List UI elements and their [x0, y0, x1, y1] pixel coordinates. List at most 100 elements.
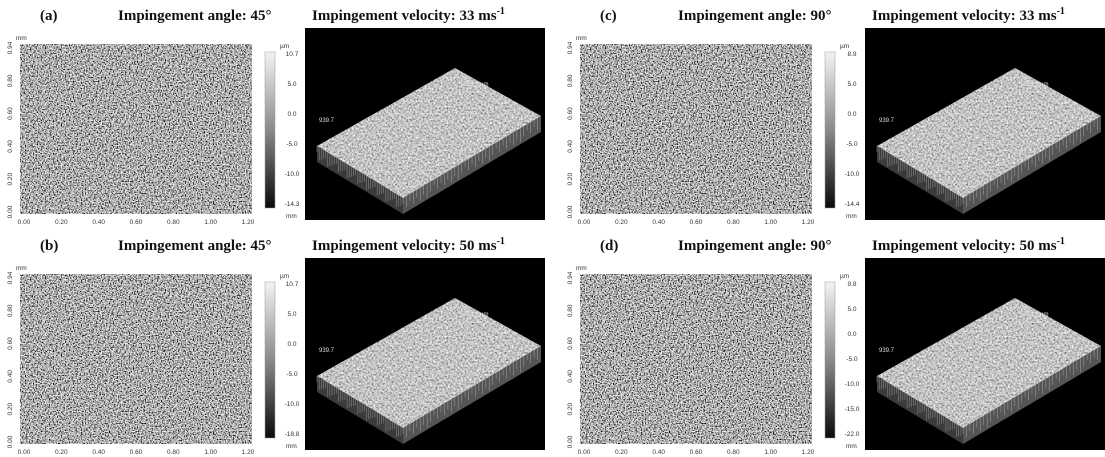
length-label: 1252.9 µm [1020, 312, 1048, 318]
colorbar-unit: µm [840, 273, 849, 280]
colorbar-tick-label: -10.0 [845, 381, 860, 388]
x-tick-label: 1.20 [802, 449, 815, 456]
surface-map [20, 274, 252, 444]
x-tick-label: 0.20 [55, 449, 68, 456]
panel-label: (c) [600, 8, 617, 24]
x-tick-label: 0.80 [167, 219, 180, 226]
width-label: 939.7 [879, 118, 895, 124]
x-tick-label: 0.40 [652, 219, 665, 226]
y-unit: mm [576, 265, 587, 272]
colorbar-tick-label: 5.0 [847, 81, 856, 88]
length-label: 1252.9 µm [1020, 82, 1048, 88]
x-unit: mm [846, 443, 857, 450]
figure: (a) Impingement angle: 45° Impingement vel… [0, 0, 1105, 457]
colorbar-tick-label: -5.0 [846, 356, 858, 363]
y-tick-label: 0.60 [7, 107, 14, 120]
panel-label: (d) [600, 238, 618, 254]
colorbar-tick-label: 8.9 [847, 51, 856, 58]
x-tick-label: 0.60 [130, 219, 143, 226]
colorbar-tick-label: 5.0 [287, 311, 296, 318]
y-tick-label: 0.80 [567, 74, 574, 87]
panel-label: (b) [40, 238, 58, 254]
colorbar-tick-label: 0.0 [287, 111, 296, 118]
colorbar-tick-label: -22.0 [845, 431, 860, 438]
x-tick-label: 0.40 [92, 219, 105, 226]
x-tick-label: 0.20 [55, 219, 68, 226]
colorbar-unit: µm [280, 273, 289, 280]
y-tick-label: 0.60 [567, 107, 574, 120]
x-tick-label: 0.00 [578, 449, 591, 456]
x-unit: mm [846, 213, 857, 220]
colorbar-tick-label: -18.8 [285, 431, 300, 438]
x-unit: mm [286, 213, 297, 220]
x-tick-label: 1.20 [802, 219, 815, 226]
y-tick-label: 0.40 [567, 140, 574, 153]
velocity-text: Impingement velocity: 50 ms [872, 238, 1057, 254]
width-label: 939.7 [319, 118, 335, 124]
velocity-title: Impingement velocity: 50 ms-1 [312, 236, 505, 254]
colorbar-tick-label: -5.0 [286, 141, 298, 148]
y-tick-label: 0.80 [567, 304, 574, 317]
y-unit: mm [16, 265, 27, 272]
x-tick-label: 0.00 [18, 219, 31, 226]
y-tick-label: 0.00 [7, 435, 14, 448]
velocity-text: Impingement velocity: 50 ms [312, 238, 497, 254]
y-tick-label: 0.00 [7, 205, 14, 218]
y-tick-label: 0.94 [7, 41, 14, 54]
x-tick-label: 0.60 [690, 449, 703, 456]
colorbar-tick-label: -5.0 [846, 141, 858, 148]
y-tick-label: 0.40 [7, 370, 14, 383]
x-tick-label: 0.80 [727, 449, 740, 456]
colorbar-tick-label: 10.7 [286, 51, 299, 58]
colorbar-tick-label: 5.0 [847, 306, 856, 313]
y-tick-label: 0.94 [567, 271, 574, 284]
velocity-exponent: -1 [1057, 6, 1065, 17]
x-tick-label: 1.20 [242, 449, 255, 456]
x-tick-label: 0.60 [130, 449, 143, 456]
colorbar-tick-label: -5.0 [286, 371, 298, 378]
view-3d: 1252.9 µm 939.7 [865, 258, 1105, 450]
panel-label: (a) [40, 8, 58, 24]
y-tick-label: 0.40 [7, 140, 14, 153]
y-tick-label: 0.00 [567, 435, 574, 448]
colorbar-tick-label: -15.0 [845, 406, 860, 413]
angle-title: Impingement angle: 90° [678, 238, 832, 254]
view-3d: 1252.9 µm 939.7 [865, 28, 1105, 220]
velocity-text: Impingement velocity: 33 ms [872, 8, 1057, 24]
colorbar-tick-label: 9.8 [847, 281, 856, 288]
velocity-title: Impingement velocity: 33 ms-1 [312, 6, 505, 24]
y-tick-label: 0.20 [567, 402, 574, 415]
y-tick-label: 0.20 [7, 402, 14, 415]
x-tick-label: 1.00 [204, 449, 217, 456]
length-label: 1252.9 µm [460, 82, 488, 88]
velocity-text: Impingement velocity: 33 ms [312, 8, 497, 24]
surface-map [580, 44, 812, 214]
y-tick-label: 0.94 [567, 41, 574, 54]
angle-title: Impingement angle: 45° [118, 8, 272, 24]
colorbar-tick-label: 0.0 [847, 331, 856, 338]
colorbar-unit: µm [280, 43, 289, 50]
x-tick-label: 0.00 [578, 219, 591, 226]
y-tick-label: 0.40 [567, 370, 574, 383]
x-tick-label: 0.00 [18, 449, 31, 456]
x-tick-label: 1.00 [764, 449, 777, 456]
length-label: 1252.9 µm [460, 312, 488, 318]
x-tick-label: 0.80 [167, 449, 180, 456]
y-tick-label: 0.80 [7, 304, 14, 317]
x-tick-label: 1.00 [204, 219, 217, 226]
colorbar-tick-label: -14.3 [285, 201, 300, 208]
colorbar-tick-label: -10.0 [845, 171, 860, 178]
y-tick-label: 0.20 [7, 172, 14, 185]
x-tick-label: 0.60 [690, 219, 703, 226]
colorbar [265, 52, 275, 208]
colorbar-unit: µm [840, 43, 849, 50]
width-label: 939.7 [879, 348, 895, 354]
x-tick-label: 0.40 [92, 449, 105, 456]
panel: (c)Impingement angle: 90°Impingement vel… [567, 6, 1105, 226]
y-unit: mm [576, 35, 587, 42]
colorbar-tick-label: 10.7 [286, 281, 299, 288]
y-tick-label: 0.94 [7, 271, 14, 284]
x-tick-label: 0.80 [727, 219, 740, 226]
width-label: 939.7 [319, 348, 335, 354]
panel: (d) Impingement angle: 90° Impingement vel… [567, 236, 1105, 456]
